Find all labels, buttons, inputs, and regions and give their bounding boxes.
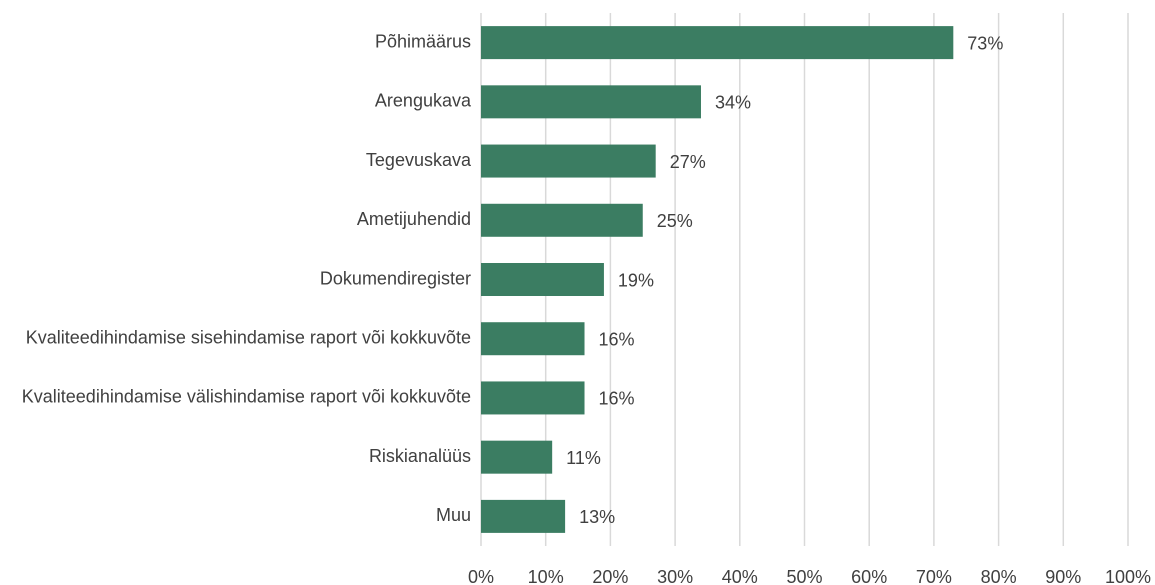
bar xyxy=(481,26,954,60)
x-tick-label: 50% xyxy=(786,567,822,585)
bar xyxy=(481,499,566,533)
x-tick-label: 90% xyxy=(1045,567,1081,585)
x-tick-label: 10% xyxy=(528,567,564,585)
bar xyxy=(481,263,604,296)
bar xyxy=(481,203,643,237)
data-label: 73% xyxy=(967,33,1003,53)
data-label: 13% xyxy=(579,507,615,527)
data-label: 11% xyxy=(566,448,601,468)
y-tick-label: Ametijuhendid xyxy=(357,209,471,229)
x-tick-label: 20% xyxy=(592,567,628,585)
data-label: 16% xyxy=(599,329,635,349)
x-tick-label: 40% xyxy=(722,567,758,585)
x-tick-label: 60% xyxy=(851,567,887,585)
x-tick-label: 100% xyxy=(1105,567,1151,585)
y-tick-label: Dokumendiregister xyxy=(320,268,471,288)
y-tick-label: Muu xyxy=(436,505,471,525)
data-label: 27% xyxy=(670,152,706,172)
x-tick-label: 0% xyxy=(468,567,494,585)
y-tick-label: Tegevuskava xyxy=(366,150,472,170)
bar xyxy=(481,85,701,119)
y-tick-label: Kvaliteedihindamise sisehindamise raport… xyxy=(26,327,471,347)
y-tick-label: Kvaliteedihindamise välishindamise rapor… xyxy=(22,387,471,407)
y-tick-label: Riskianalüüs xyxy=(369,446,471,466)
y-tick-label: Arengukava xyxy=(375,91,472,111)
x-tick-label: 80% xyxy=(981,567,1017,585)
bar xyxy=(481,144,656,178)
x-tick-label: 70% xyxy=(916,567,952,585)
data-label: 19% xyxy=(618,270,654,290)
data-label: 25% xyxy=(657,211,693,231)
bar xyxy=(481,381,585,415)
bar xyxy=(481,440,553,474)
y-tick-label: Põhimäärus xyxy=(375,31,471,51)
data-label: 16% xyxy=(599,389,635,409)
bar xyxy=(481,322,585,356)
x-tick-label: 30% xyxy=(657,567,693,585)
data-label: 34% xyxy=(715,93,751,113)
